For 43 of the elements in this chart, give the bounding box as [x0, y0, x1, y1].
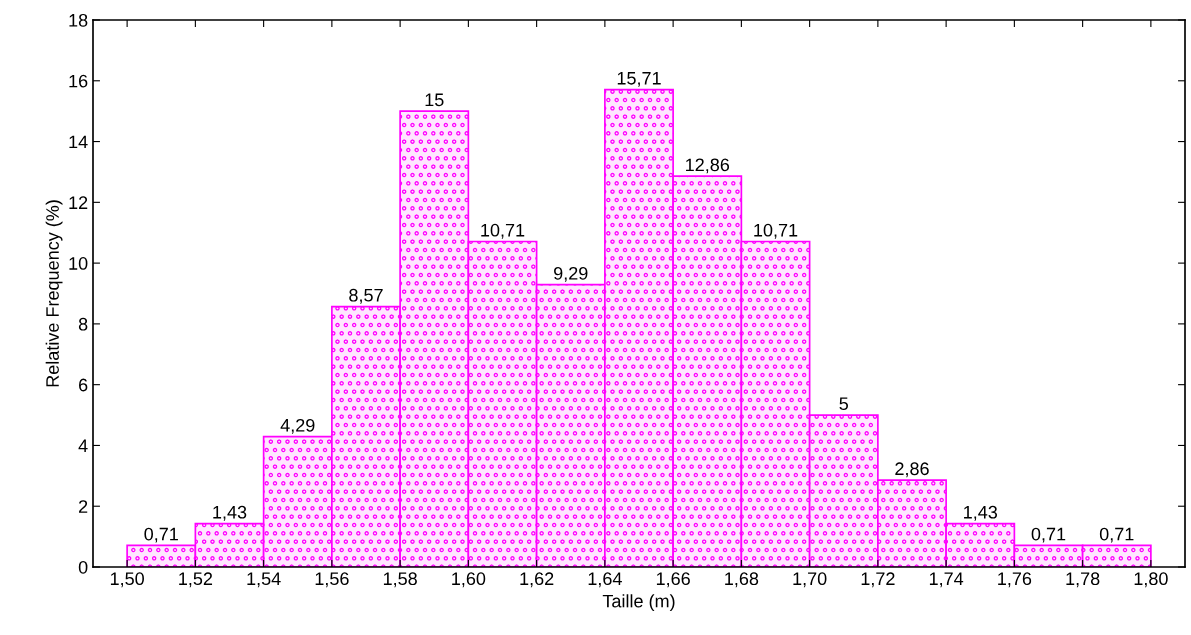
y-tick-label: 18 [69, 13, 88, 27]
x-tick-label: 1,66 [656, 572, 690, 588]
data-label: 1,43 [964, 505, 998, 521]
data-label: 2,86 [895, 462, 929, 478]
data-label: 10,71 [754, 223, 798, 239]
y-tick-label: 6 [79, 378, 88, 392]
data-label: 1,43 [213, 505, 247, 521]
y-tick-label: 8 [78, 317, 88, 331]
y-tick-label: 2 [79, 500, 88, 513]
data-label: 8,57 [349, 288, 383, 304]
x-tick-label: 1,52 [179, 572, 213, 588]
y-tick-label: 12 [69, 196, 88, 209]
x-tick-label: 1,62 [520, 572, 554, 588]
data-label: 9,29 [554, 266, 588, 282]
x-tick-label: 1,76 [998, 572, 1032, 588]
x-axis-title: Taille (m) [602, 594, 675, 612]
x-tick-label: 1,54 [247, 572, 281, 588]
data-label: 0,71 [144, 527, 178, 543]
x-tick-label: 1,70 [793, 572, 827, 588]
data-label: 4,29 [280, 418, 315, 434]
x-tick-label: 1,64 [588, 572, 622, 588]
data-label: 15,71 [617, 72, 661, 87]
y-axis-title: Relative Frequency (%) [45, 200, 63, 387]
x-tick-label: 1,58 [383, 572, 417, 588]
data-label: 10,71 [481, 223, 525, 239]
data-label: 15 [425, 93, 444, 107]
x-tick-label: 1,60 [452, 572, 486, 588]
y-tick-label: 16 [69, 74, 88, 88]
data-label: 5 [839, 397, 849, 411]
y-tick-label: 0 [78, 560, 88, 574]
x-tick-label: 1,74 [929, 572, 964, 588]
x-tick-label: 1,80 [1134, 572, 1168, 588]
data-label: 0,71 [1031, 527, 1066, 543]
y-tick-label: 4 [78, 439, 88, 452]
y-tick-label: 10 [69, 257, 88, 270]
data-label: 0,71 [1099, 527, 1134, 543]
x-tick-label: 1,78 [1066, 572, 1100, 588]
data-label: 12,86 [686, 158, 730, 174]
x-tick-label: 1,68 [725, 572, 759, 588]
x-tick-label: 1,56 [315, 572, 349, 588]
y-tick-label: 14 [69, 135, 88, 149]
x-tick-label: 1,72 [861, 572, 895, 588]
x-tick-label: 1,50 [110, 572, 144, 588]
